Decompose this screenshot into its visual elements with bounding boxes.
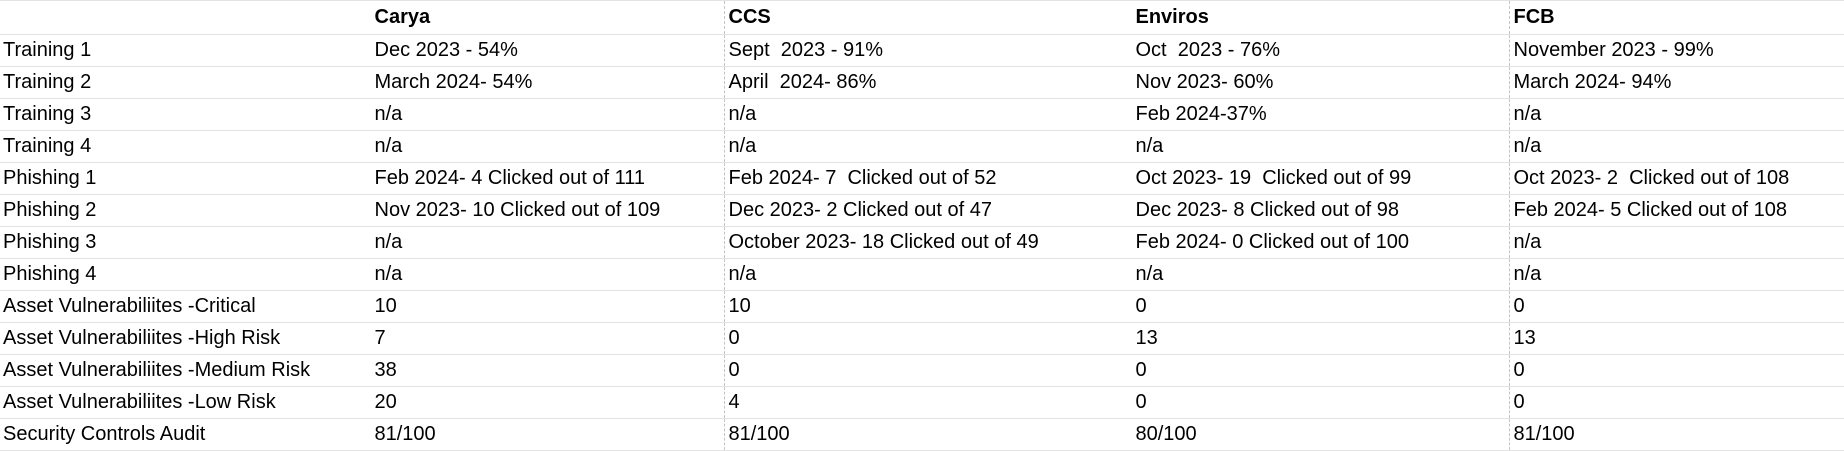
header-row: Carya CCS Enviros FCB [0,0,1844,35]
table-cell[interactable]: n/a [370,258,725,291]
table-cell[interactable]: n/a [370,130,725,163]
table-cell[interactable]: Oct 2023- 19 Clicked out of 99 [1131,162,1510,195]
table-cell[interactable]: n/a [724,130,1131,163]
table-row: Training 4 n/a n/a n/a n/a [0,130,1844,163]
table-row: Training 3 n/a n/a Feb 2024-37% n/a [0,98,1844,131]
row-label-cell[interactable]: Asset Vulnerabiliites -High Risk [0,322,370,355]
table-row: Phishing 3 n/a October 2023- 18 Clicked … [0,226,1844,259]
table-row: Phishing 1 Feb 2024- 4 Clicked out of 11… [0,162,1844,195]
row-label-cell[interactable]: Security Controls Audit [0,418,370,451]
table-cell[interactable]: 0 [1509,354,1844,387]
table-cell[interactable]: Dec 2023- 2 Clicked out of 47 [724,194,1131,227]
table-cell[interactable]: n/a [1131,130,1510,163]
table-cell[interactable]: 81/100 [1509,418,1844,451]
table-cell[interactable]: 0 [1131,354,1510,387]
table-cell[interactable]: n/a [1509,130,1844,163]
table-cell[interactable]: 0 [724,322,1131,355]
table-cell[interactable]: n/a [1509,226,1844,259]
table-cell[interactable]: Nov 2023- 10 Clicked out of 109 [370,194,725,227]
table-cell[interactable]: March 2024- 54% [370,66,725,99]
table-row: Asset Vulnerabiliites -High Risk 7 0 13 … [0,322,1844,355]
table-row: Training 2 March 2024- 54% April 2024- 8… [0,66,1844,99]
table-row: Phishing 4 n/a n/a n/a n/a [0,258,1844,291]
row-label-cell[interactable]: Training 1 [0,34,370,67]
table-row: Training 1 Dec 2023 - 54% Sept 2023 - 91… [0,34,1844,67]
table-row: Security Controls Audit 81/100 81/100 80… [0,418,1844,451]
table-cell[interactable]: Nov 2023- 60% [1131,66,1510,99]
table-cell[interactable]: Dec 2023 - 54% [370,34,725,67]
table-cell[interactable]: 13 [1509,322,1844,355]
table-cell[interactable]: 81/100 [724,418,1131,451]
table-cell[interactable]: April 2024- 86% [724,66,1131,99]
header-cell[interactable] [0,0,370,35]
table-cell[interactable]: 10 [724,290,1131,323]
table-cell[interactable]: 38 [370,354,725,387]
table-cell[interactable]: October 2023- 18 Clicked out of 49 [724,226,1131,259]
table-cell[interactable]: Feb 2024- 4 Clicked out of 111 [370,162,725,195]
table-cell[interactable]: 80/100 [1131,418,1510,451]
table-cell[interactable]: 4 [724,386,1131,419]
table-cell[interactable]: 0 [1131,290,1510,323]
header-cell-fcb[interactable]: FCB [1509,0,1844,35]
table-cell[interactable]: March 2024- 94% [1509,66,1844,99]
table-cell[interactable]: n/a [724,258,1131,291]
row-label-cell[interactable]: Phishing 4 [0,258,370,291]
table-cell[interactable]: 13 [1131,322,1510,355]
table-cell[interactable]: 20 [370,386,725,419]
row-label-cell[interactable]: Phishing 1 [0,162,370,195]
row-label-cell[interactable]: Asset Vulnerabiliites -Medium Risk [0,354,370,387]
table-row: Asset Vulnerabiliites -Low Risk 20 4 0 0 [0,386,1844,419]
header-cell-ccs[interactable]: CCS [724,0,1131,35]
table-row: Phishing 2 Nov 2023- 10 Clicked out of 1… [0,194,1844,227]
table-cell[interactable]: Oct 2023- 2 Clicked out of 108 [1509,162,1844,195]
table-cell[interactable]: Feb 2024- 7 Clicked out of 52 [724,162,1131,195]
table-cell[interactable]: n/a [1509,98,1844,131]
row-label-cell[interactable]: Asset Vulnerabiliites -Critical [0,290,370,323]
row-label-cell[interactable]: Phishing 2 [0,194,370,227]
row-label-cell[interactable]: Training 4 [0,130,370,163]
table-cell[interactable]: 10 [370,290,725,323]
table-cell[interactable]: Feb 2024- 5 Clicked out of 108 [1509,194,1844,227]
table-cell[interactable]: n/a [724,98,1131,131]
table-cell[interactable]: Sept 2023 - 91% [724,34,1131,67]
table-cell[interactable]: n/a [1509,258,1844,291]
table-cell[interactable]: Feb 2024- 0 Clicked out of 100 [1131,226,1510,259]
header-cell-carya[interactable]: Carya [370,0,725,35]
table-cell[interactable]: Oct 2023 - 76% [1131,34,1510,67]
table-cell[interactable]: 0 [1509,386,1844,419]
row-label-cell[interactable]: Training 3 [0,98,370,131]
row-label-cell[interactable]: Phishing 3 [0,226,370,259]
table-cell[interactable]: 0 [724,354,1131,387]
table-cell[interactable]: Dec 2023- 8 Clicked out of 98 [1131,194,1510,227]
table-cell[interactable]: 0 [1509,290,1844,323]
table-cell[interactable]: n/a [370,98,725,131]
table-cell[interactable]: Feb 2024-37% [1131,98,1510,131]
table-cell[interactable]: 0 [1131,386,1510,419]
table-cell[interactable]: 81/100 [370,418,725,451]
table-cell[interactable]: n/a [1131,258,1510,291]
table-cell[interactable]: 7 [370,322,725,355]
table-row: Asset Vulnerabiliites -Medium Risk 38 0 … [0,354,1844,387]
table-cell[interactable]: November 2023 - 99% [1509,34,1844,67]
table-row: Asset Vulnerabiliites -Critical 10 10 0 … [0,290,1844,323]
row-label-cell[interactable]: Asset Vulnerabiliites -Low Risk [0,386,370,419]
header-cell-enviros[interactable]: Enviros [1131,0,1510,35]
row-label-cell[interactable]: Training 2 [0,66,370,99]
table-cell[interactable]: n/a [370,226,725,259]
